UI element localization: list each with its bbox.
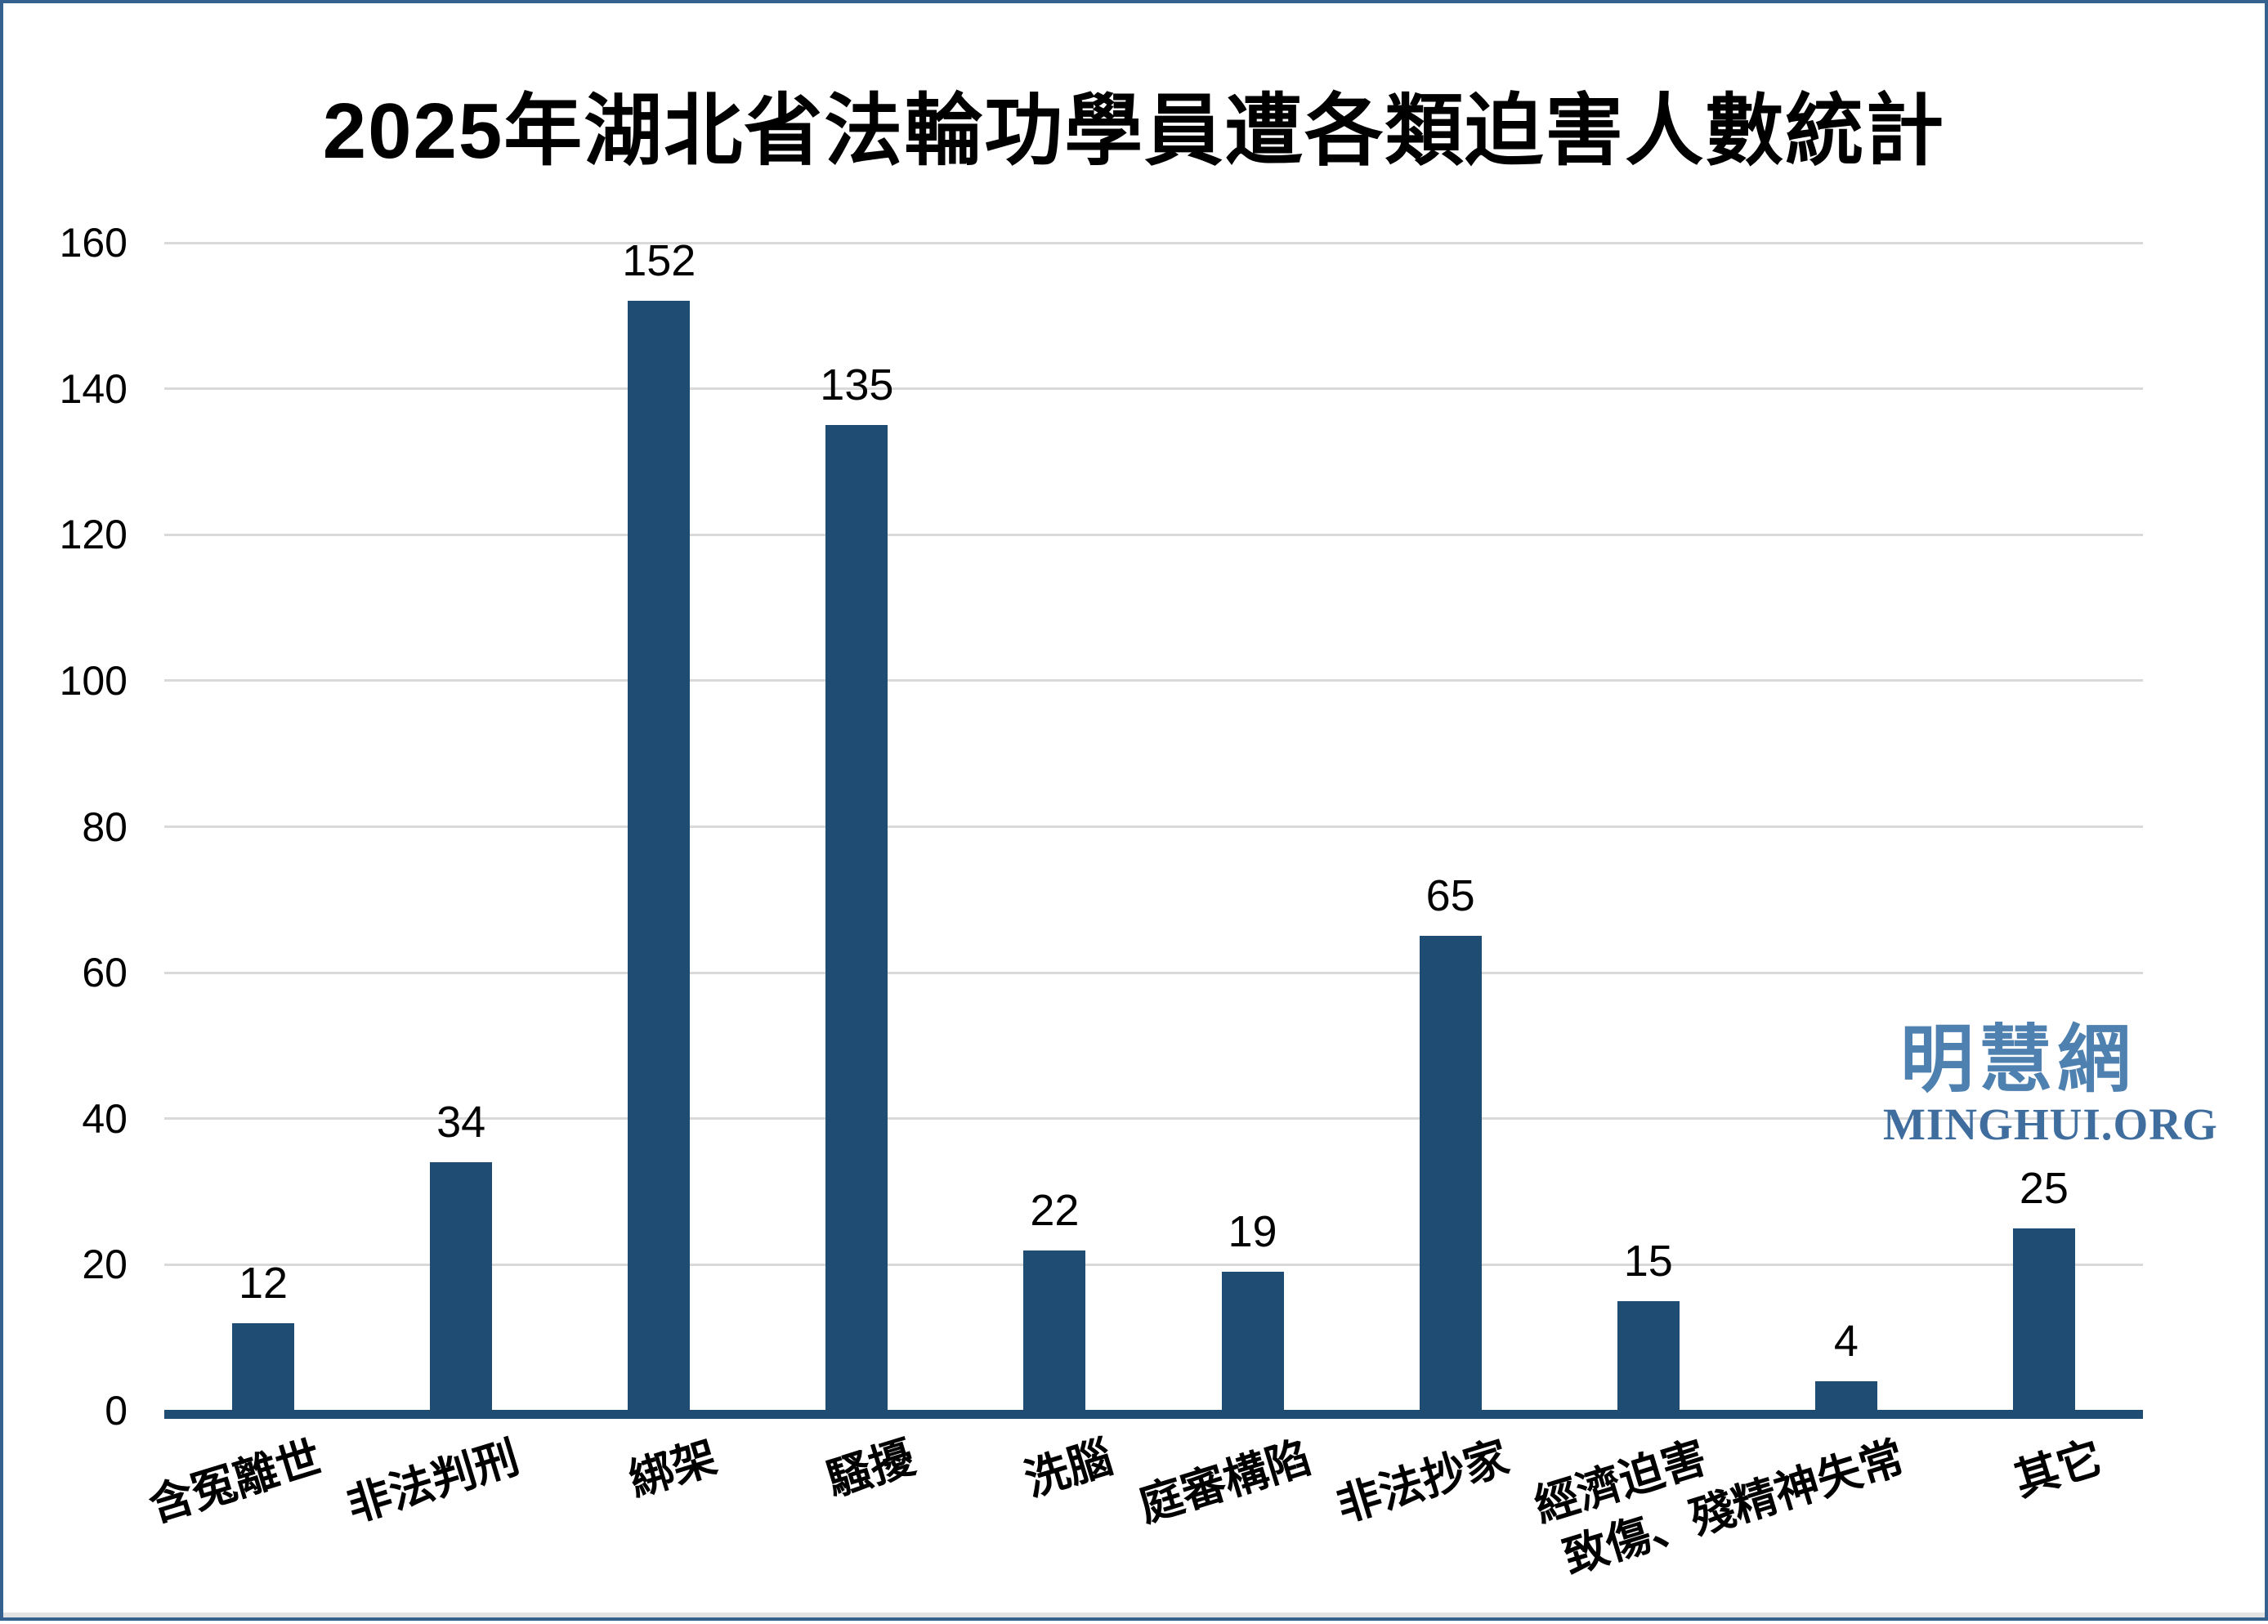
y-tick-label-40: 40 [82,1095,127,1142]
gridline-y-120 [164,533,2143,536]
bar-value-label: 65 [1425,871,1475,921]
watermark-cjk-text: 明慧網 [1900,1019,2136,1101]
minghui-watermark: 明慧網 MINGHUI.ORG [1883,1019,2218,1150]
x-tick-label-5: 洗腦 [1019,1432,1119,1505]
bar-value-label: 19 [1228,1207,1277,1257]
bar-value-label: 25 [2019,1163,2069,1213]
gridline-y-100 [164,679,2143,682]
bar-value-label: 152 [622,236,696,286]
y-axis-labels: 0 20 40 60 80 100 120 140 160 [3,222,127,1431]
x-axis-line [164,1410,2143,1419]
bar-含冤離世 [232,1322,295,1411]
bar-非法判刑 [430,1162,493,1411]
gridline-y-80 [164,825,2143,828]
bar-非法抄家 [1419,936,1482,1411]
y-tick-label-0: 0 [105,1388,127,1434]
bar-value-label: 22 [1030,1185,1080,1235]
bar-綁架 [628,301,691,1411]
chart-title: 2025年湖北省法輪功學員遭各類迫害人數統計 [322,87,1946,175]
gridline-y-60 [164,971,2143,974]
gridline-y-160 [164,241,2143,244]
bar-騷擾 [825,425,888,1411]
bar-庭審構陷 [1221,1272,1284,1411]
bar-value-label: 135 [820,360,894,410]
y-tick-label-160: 160 [59,220,127,266]
gridline-y-40 [164,1117,2143,1121]
x-tick-label-9: 致傷、殘精神失常 [1558,1432,1910,1583]
x-tick-label-2: 非法判刑 [341,1432,525,1532]
bar-其它 [2012,1228,2075,1411]
bar-洗腦 [1023,1250,1086,1411]
bar-value-label: 4 [1833,1317,1859,1367]
x-tick-label-1: 含冤離世 [143,1432,327,1532]
x-tick-label-7: 非法抄家 [1331,1432,1514,1532]
y-tick-label-80: 80 [82,803,127,850]
bar-value-label: 15 [1623,1237,1673,1286]
y-tick-label-20: 20 [82,1241,127,1288]
bar-致傷、殘精神失常 [1814,1381,1877,1411]
x-tick-label-6: 庭審構陷 [1133,1432,1317,1532]
x-tick-label-4: 騷擾 [821,1432,921,1505]
bar-value-label: 12 [239,1258,289,1308]
plot-area: 12 34 152 135 22 19 65 15 4 25 [164,236,2143,1419]
x-tick-label-3: 綁架 [624,1432,723,1505]
x-tick-label-10: 其它 [2008,1432,2108,1505]
bar-value-label: 34 [436,1098,486,1148]
gridline-y-20 [164,1263,2143,1266]
bar-經濟迫害 [1617,1301,1680,1411]
bottom-inner-line [3,1613,2265,1617]
gridline-y-140 [164,387,2143,391]
watermark-latin-text: MINGHUI.ORG [1883,1099,2218,1149]
y-tick-label-120: 120 [59,512,127,558]
x-tick-label-8: 經濟迫害 [1528,1432,1712,1532]
y-tick-label-140: 140 [59,365,127,412]
y-tick-label-60: 60 [82,950,127,996]
y-tick-label-100: 100 [59,657,127,704]
